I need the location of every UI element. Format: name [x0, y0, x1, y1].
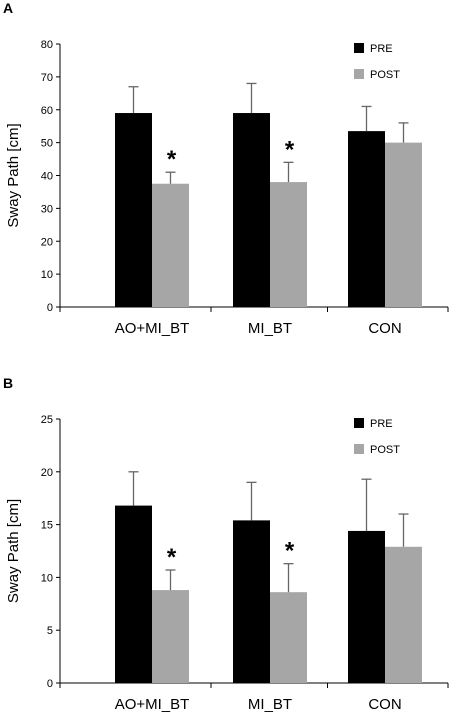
bar-pre-1: [233, 113, 270, 307]
significance-marker: *: [167, 146, 177, 173]
legend-swatch-pre: [354, 43, 364, 53]
legend-swatch-post: [354, 444, 364, 454]
y-tick-label: 0: [47, 678, 53, 690]
significance-marker: *: [285, 136, 295, 163]
bar-pre-0: [115, 505, 152, 683]
y-tick-label: 20: [41, 467, 53, 479]
y-tick-label: 70: [41, 72, 53, 84]
legend-swatch-post: [354, 69, 364, 79]
y-tick-label: 10: [41, 269, 53, 281]
bar-post-2: [385, 142, 422, 307]
bar-pre-2: [348, 131, 385, 307]
y-tick-label: 10: [41, 572, 53, 584]
bar-post-2: [385, 546, 422, 683]
bar-post-1: [270, 592, 307, 683]
y-tick-label: 25: [41, 414, 53, 426]
x-category-label: AO+MI_BT: [115, 320, 190, 337]
y-tick-label: 5: [47, 625, 53, 637]
x-category-label: MI_BT: [248, 320, 292, 337]
y-tick-label: 80: [41, 39, 53, 51]
legend-swatch-pre: [354, 418, 364, 428]
bar-pre-0: [115, 113, 152, 307]
panel-label: B: [3, 375, 13, 391]
y-tick-label: 30: [41, 203, 53, 215]
bar-pre-2: [348, 530, 385, 683]
legend-label-post: POST: [370, 69, 400, 81]
y-tick-label: 60: [41, 105, 53, 117]
bar-post-1: [270, 182, 307, 307]
legend-label-post: POST: [370, 444, 400, 456]
bar-pre-1: [233, 520, 270, 683]
bar-post-0: [152, 590, 189, 683]
significance-marker: *: [285, 538, 295, 565]
y-tick-label: 20: [41, 236, 53, 248]
significance-marker: *: [167, 544, 177, 571]
x-category-label: CON: [368, 320, 401, 337]
legend-label-pre: PRE: [370, 418, 393, 430]
y-axis-label: Sway Path [cm]: [5, 123, 22, 227]
x-category-label: AO+MI_BT: [115, 696, 190, 713]
panel-label: A: [3, 0, 13, 16]
y-axis-label: Sway Path [cm]: [5, 499, 22, 603]
bar-post-0: [152, 183, 189, 307]
x-category-label: MI_BT: [248, 696, 292, 713]
x-category-label: CON: [368, 696, 401, 713]
y-tick-label: 15: [41, 520, 53, 532]
legend-label-pre: PRE: [370, 43, 393, 55]
y-tick-label: 50: [41, 138, 53, 150]
y-tick-label: 40: [41, 171, 53, 183]
y-tick-label: 0: [47, 302, 53, 314]
